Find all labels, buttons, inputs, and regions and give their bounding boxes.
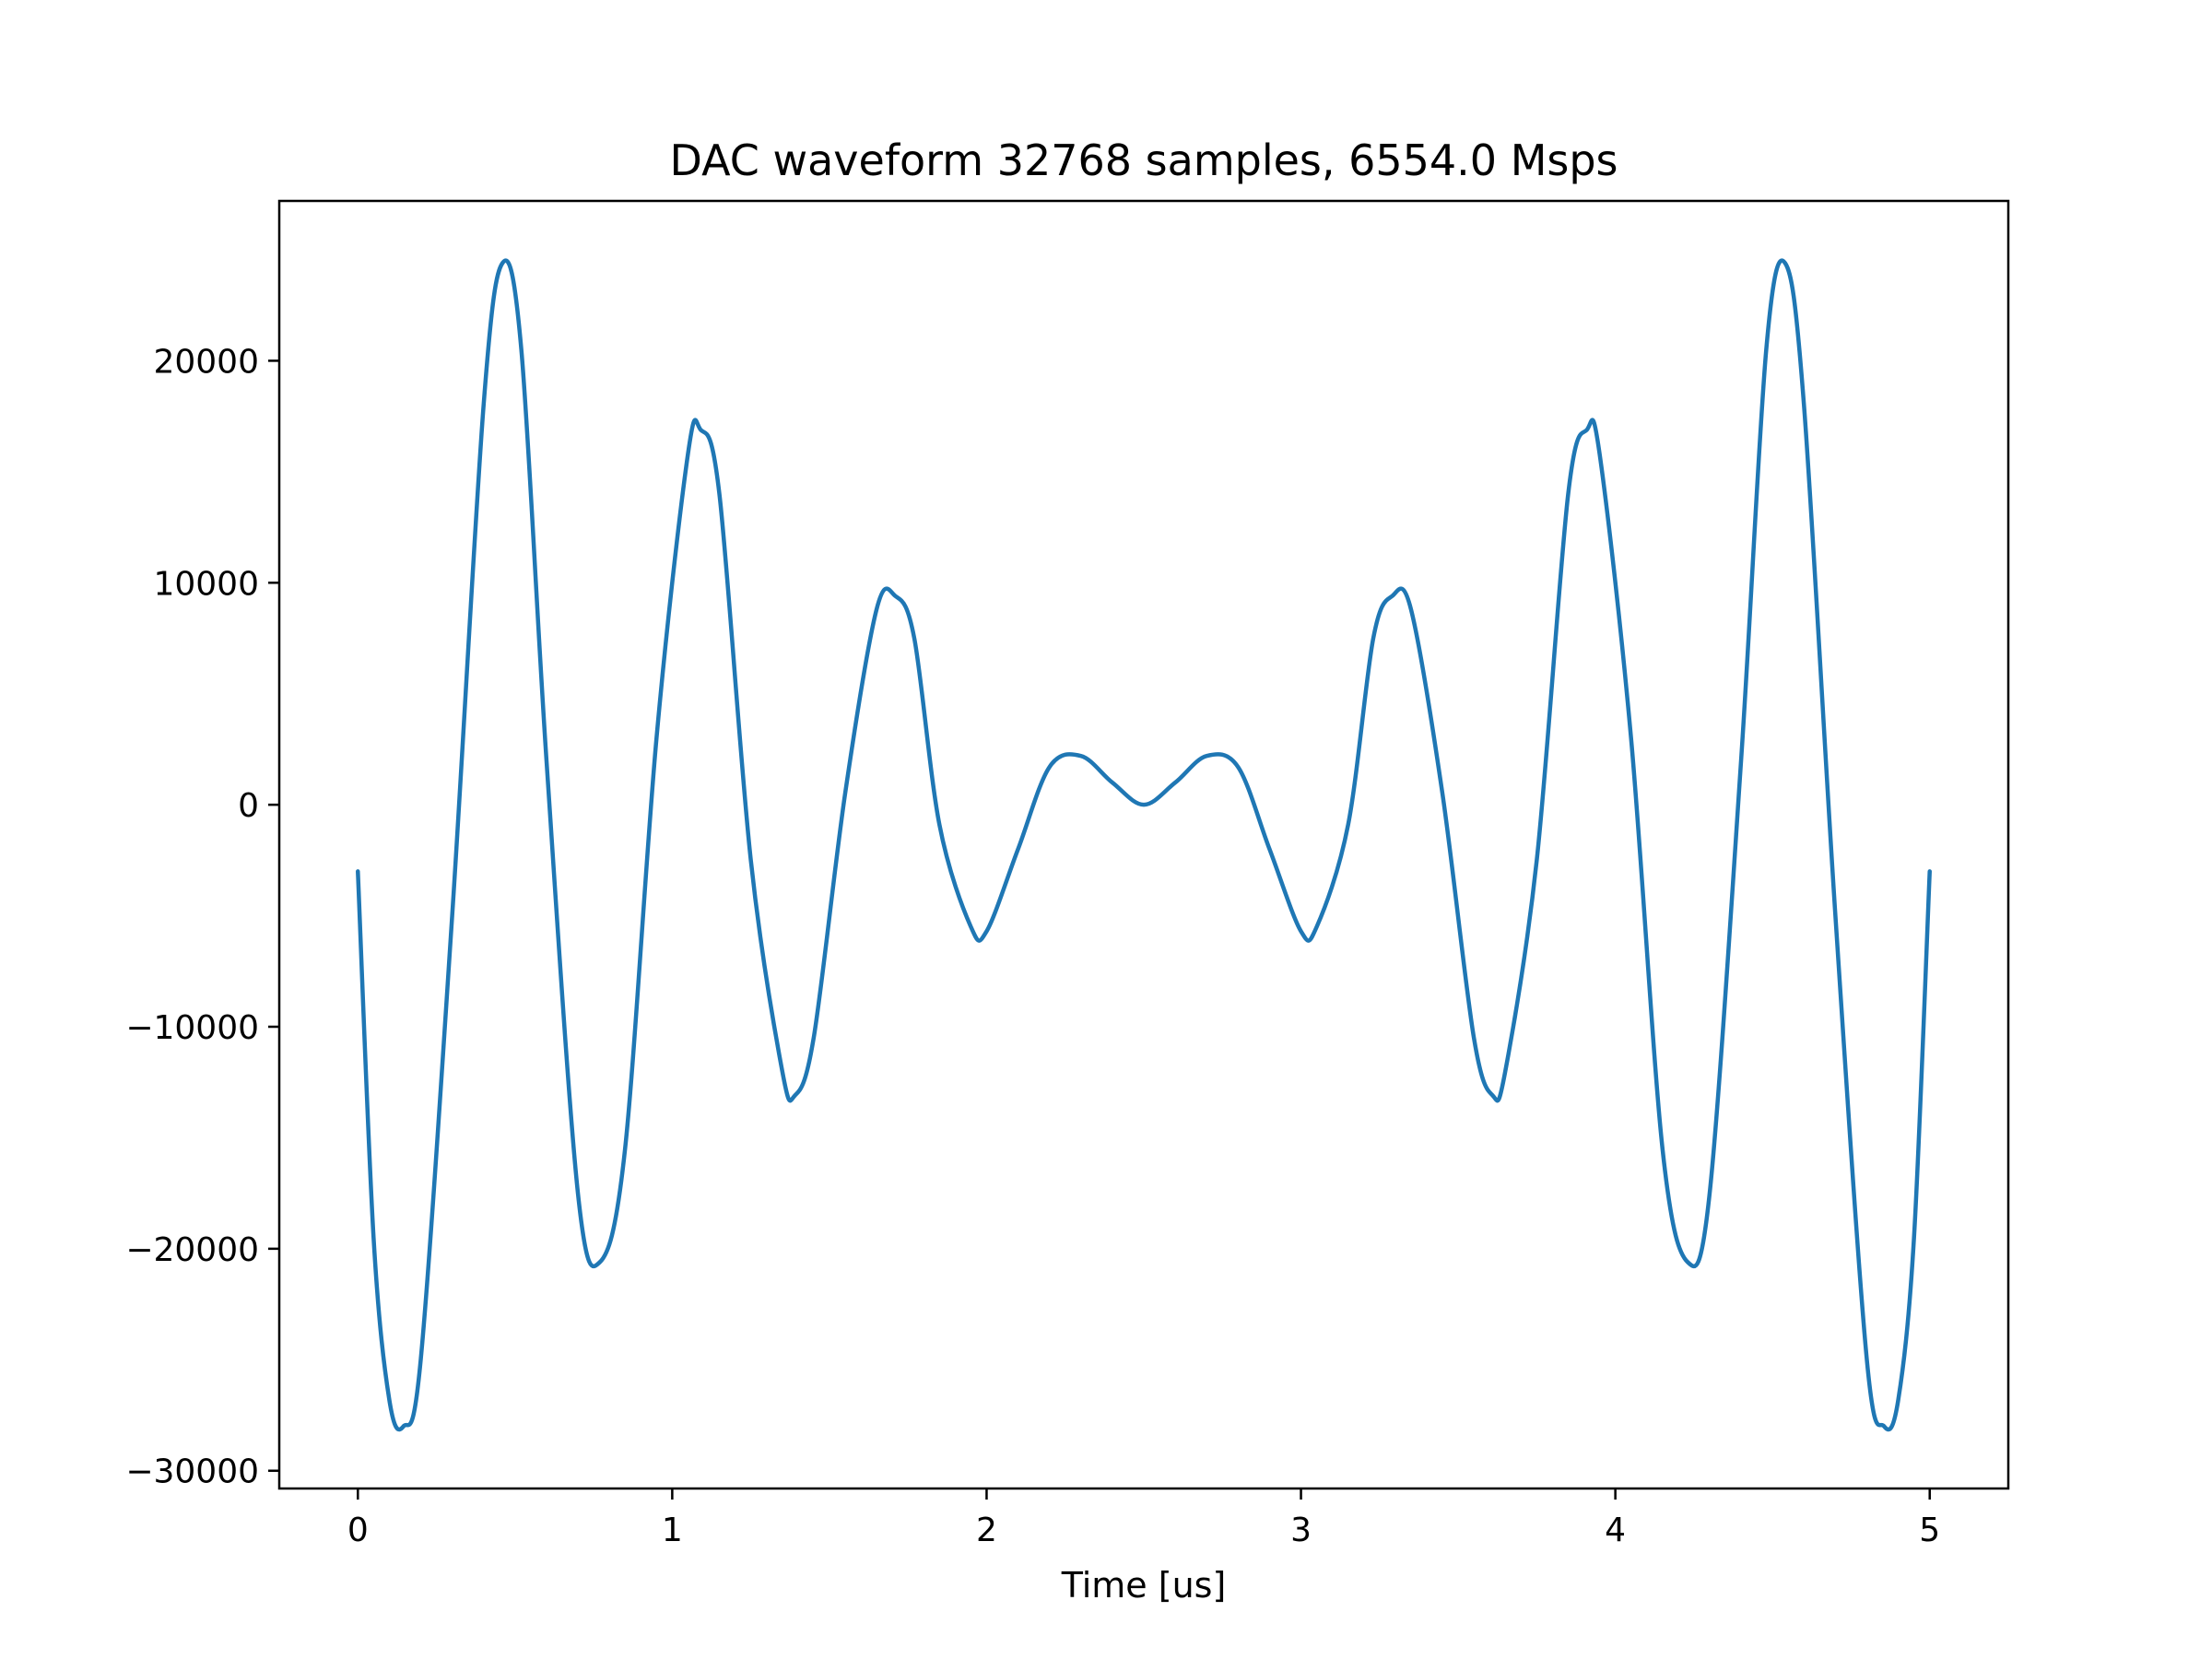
x-tick-label: 3	[1290, 1512, 1312, 1549]
x-tick-label: 1	[662, 1512, 683, 1549]
x-axis: 0 1 2 3 4 5	[347, 1488, 1940, 1549]
y-tick-label: 10000	[153, 565, 259, 603]
x-axis-label: Time [us]	[1061, 1565, 1227, 1606]
chart-title: DAC waveform 32768 samples, 6554.0 Msps	[669, 135, 1618, 185]
y-tick-label: −30000	[125, 1453, 259, 1491]
y-tick-label: −10000	[125, 1009, 259, 1047]
y-tick-label: 20000	[153, 343, 259, 381]
y-tick-label: 0	[238, 787, 259, 825]
x-tick-label: 0	[347, 1512, 369, 1549]
plot-area	[356, 258, 1932, 1432]
y-axis: −30000 −20000 −10000 0 10000 20000	[125, 343, 279, 1491]
y-tick-label: −20000	[125, 1231, 259, 1269]
axes-frame	[277, 199, 2010, 1490]
series-line	[356, 258, 1932, 1432]
x-tick-label: 5	[1919, 1512, 1940, 1549]
x-tick-label: 2	[976, 1512, 997, 1549]
x-tick-label: 4	[1605, 1512, 1626, 1549]
